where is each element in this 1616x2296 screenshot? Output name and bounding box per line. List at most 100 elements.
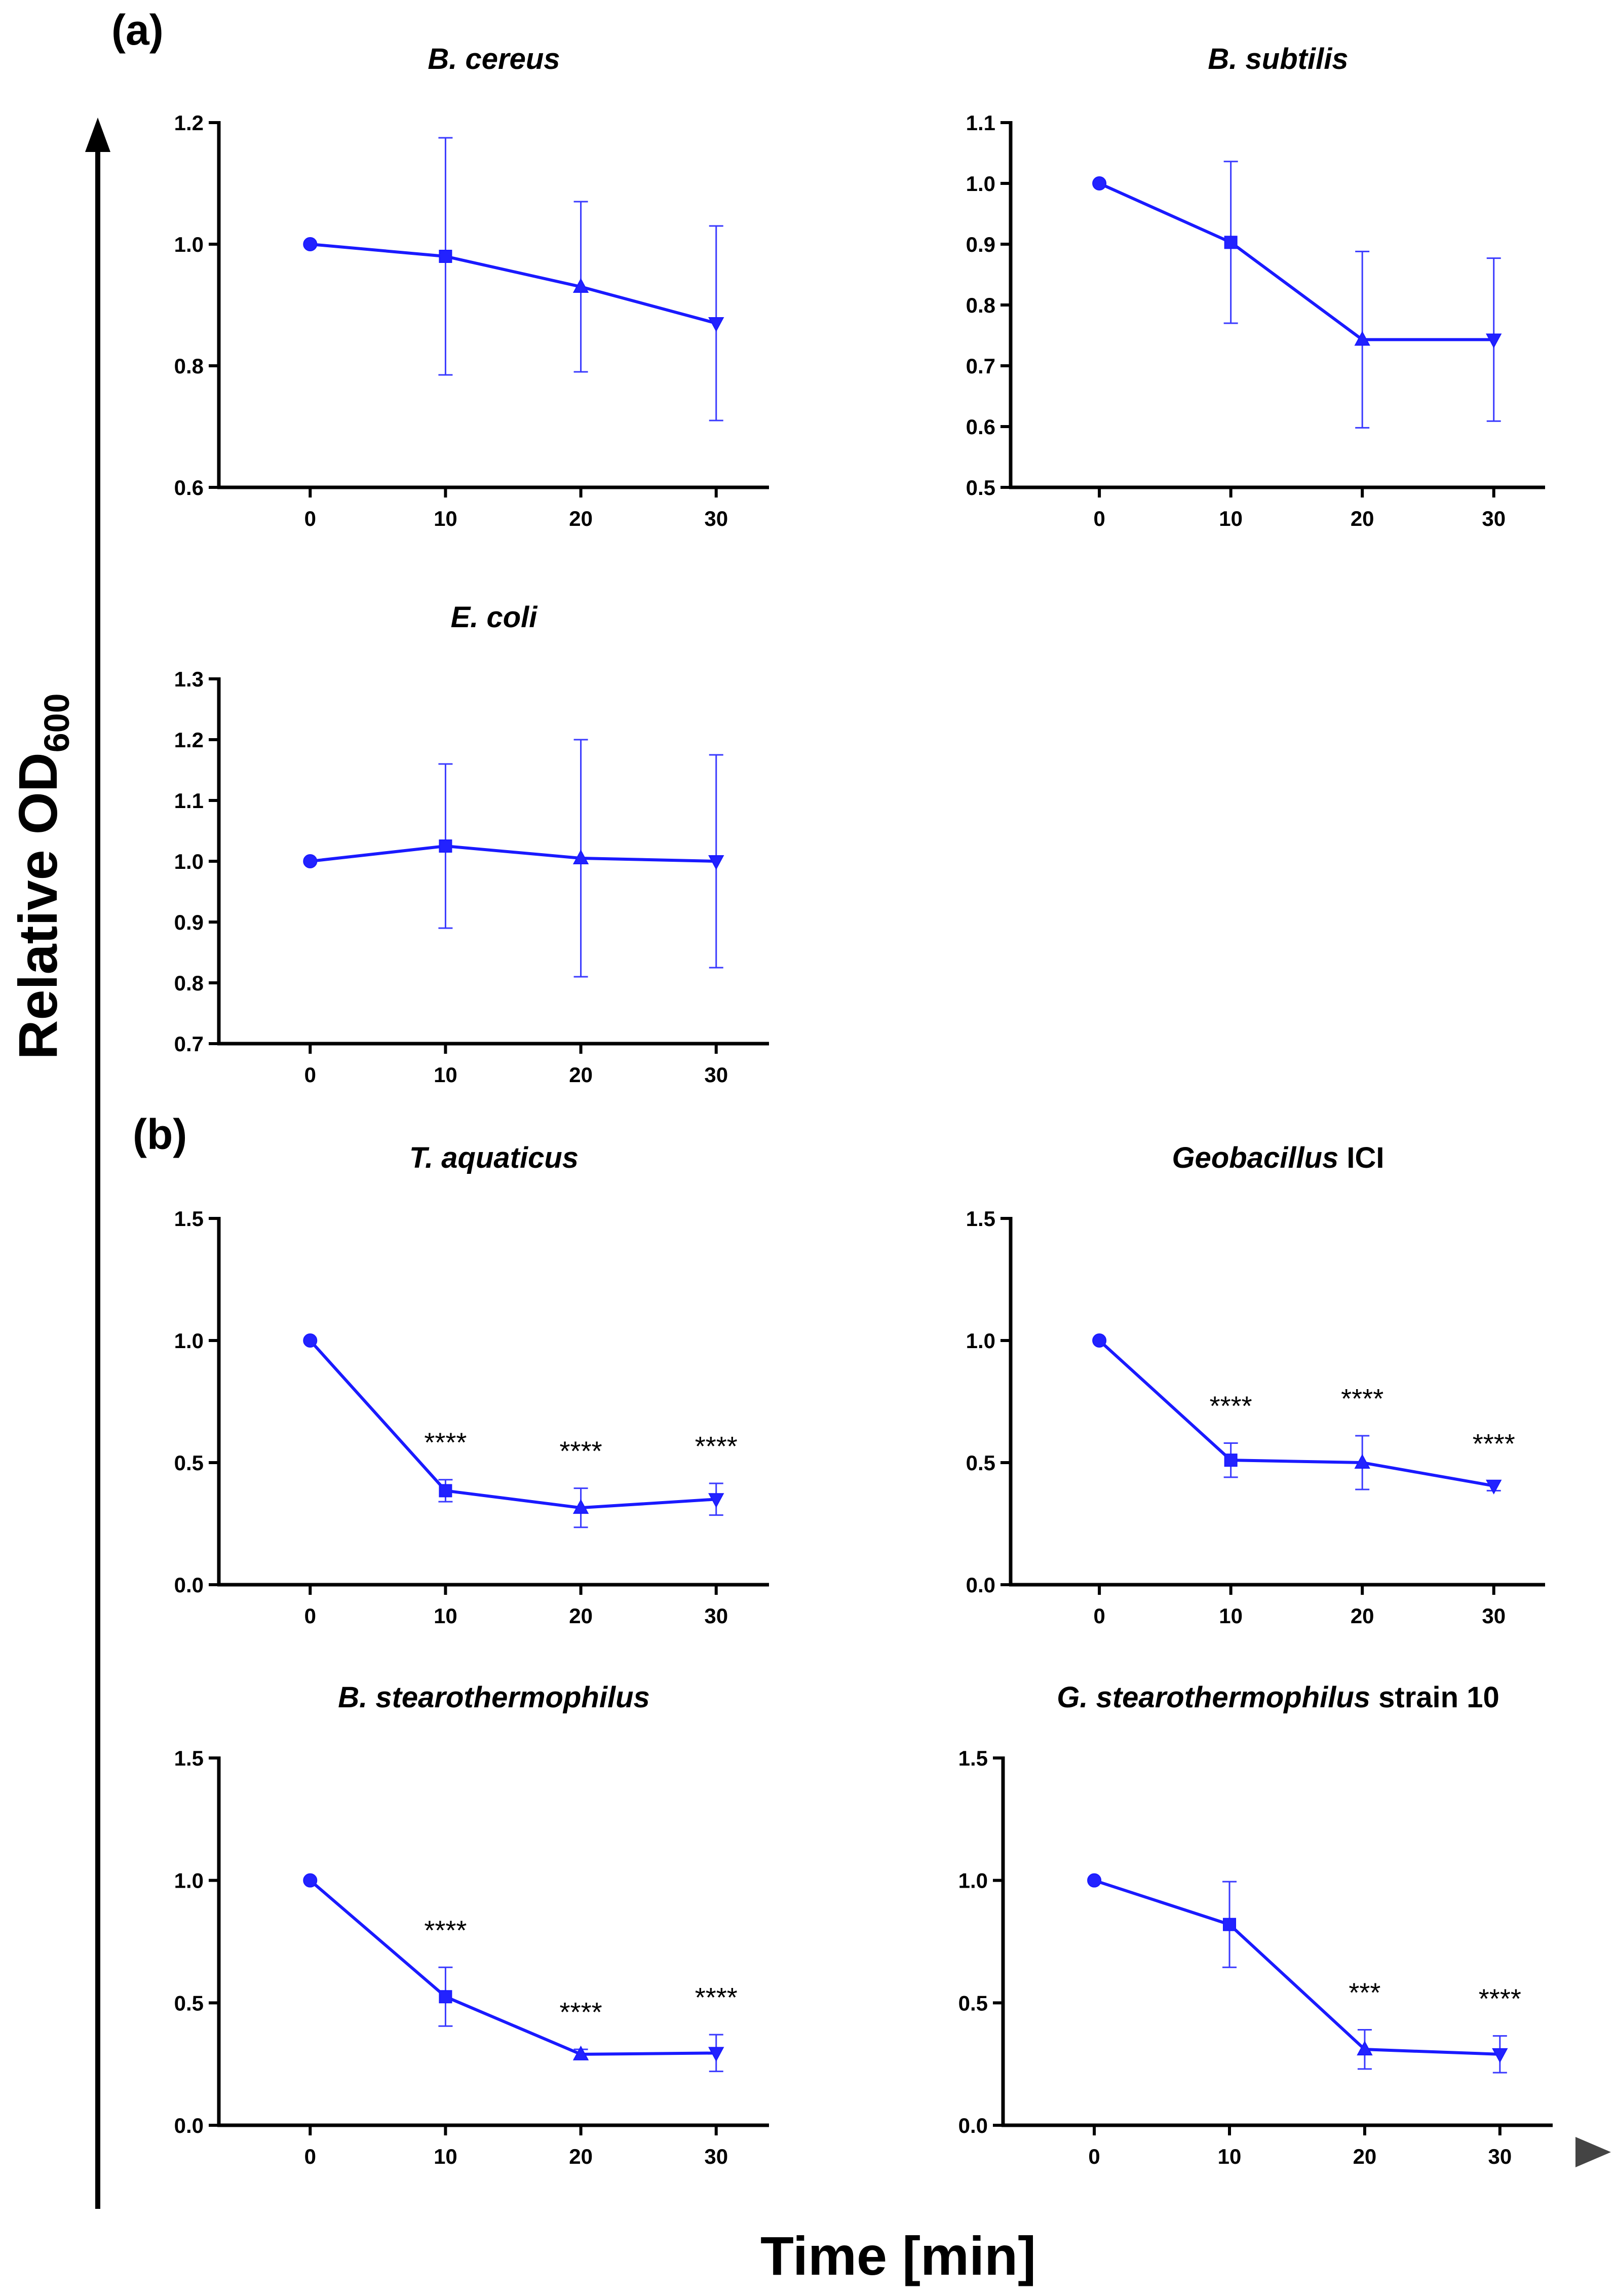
x-tick-label: 20 — [1353, 2145, 1377, 2168]
x-tick-label: 20 — [1351, 507, 1374, 530]
x-tick-label: 10 — [1219, 1604, 1243, 1628]
data-point-square — [439, 1990, 452, 2004]
chart-title-italic: B. subtilis — [1208, 43, 1348, 75]
series-line — [1098, 182, 1494, 341]
x-tick-label: 30 — [1488, 2145, 1512, 2168]
chart-title: B. cereus — [428, 43, 560, 75]
y-tick-label: 0.0 — [958, 2114, 988, 2137]
data-point-triangle-up — [1354, 1453, 1370, 1469]
data-point-square — [1223, 1918, 1237, 1931]
y-axis-title: Relative OD600 — [7, 693, 76, 1059]
data-point-square — [1224, 1453, 1238, 1467]
x-tick-label: 0 — [1093, 1604, 1105, 1628]
data-point-triangle-down — [1486, 1479, 1502, 1495]
y-tick-label: 0.7 — [966, 354, 995, 378]
chart-geobacillus-ici: Geobacillus ICI 0.0 0.5 1.0 1.5 0 10 20 30 **** **… — [966, 1141, 1545, 1628]
series-line — [310, 243, 717, 325]
data-point-circle — [303, 854, 318, 868]
x-tick-label: 0 — [304, 507, 316, 530]
x-tick-label: 30 — [704, 507, 728, 530]
panel-label-b: (b) — [133, 1111, 187, 1158]
significance-label: **** — [1473, 1429, 1515, 1459]
y-tick-label: 0.5 — [966, 1451, 995, 1475]
x-tick-label: 20 — [1351, 1604, 1374, 1628]
x-tick-label: 10 — [1219, 507, 1243, 530]
chart-b-subtilis: B. subtilis 0.5 0.6 0.7 0.8 0.9 1.0 1.1 0 10 20 30 — [966, 43, 1545, 530]
y-tick-label: 0.5 — [174, 1991, 204, 2015]
y-axis-title-main: Relative OD — [7, 752, 68, 1059]
y-tick-label: 1.1 — [966, 111, 995, 135]
series-line — [1094, 1879, 1500, 2056]
x-tick-label: 30 — [704, 1063, 728, 1087]
chart-title: T. aquaticus — [409, 1141, 579, 1174]
data-point-circle — [1092, 1333, 1107, 1348]
data-point-square — [439, 839, 452, 853]
y-tick-label: 0.0 — [174, 1573, 204, 1597]
y-tick-label: 0.8 — [966, 293, 995, 317]
y-tick-label: 0.0 — [174, 2114, 204, 2137]
x-tick-label: 30 — [704, 1604, 728, 1628]
chart-b-cereus: B. cereus 0.6 0.8 1.0 1.2 0 10 20 30 — [174, 43, 769, 530]
y-tick-label: 1.5 — [174, 1207, 204, 1231]
y-tick-label: 0.6 — [174, 476, 204, 500]
data-point-circle — [303, 1333, 318, 1348]
chart-title: B. stearothermophilus — [338, 1681, 650, 1714]
y-tick-label: 1.5 — [958, 1746, 988, 1770]
chart-b-stearothermophilus: B. stearothermophilus 0.0 0.5 1.0 1.5 0 10 20 30… — [174, 1681, 769, 2168]
significance-label: **** — [695, 1431, 738, 1462]
data-point-circle — [1087, 1873, 1102, 1888]
x-tick-label: 10 — [434, 507, 457, 530]
y-tick-label: 1.0 — [966, 1329, 995, 1353]
data-point-triangle-up — [572, 278, 589, 293]
x-tick-label: 0 — [304, 1604, 316, 1628]
data-point-triangle-down — [708, 1493, 724, 1508]
significance-label: **** — [560, 1997, 602, 2027]
significance-label: **** — [1210, 1391, 1252, 1421]
y-tick-label: 1.5 — [174, 1746, 204, 1770]
significance-label: *** — [1349, 1978, 1380, 2008]
series-line — [309, 1339, 716, 1510]
y-tick-label: 0.8 — [174, 354, 204, 378]
x-axis-arrow — [212, 2137, 1611, 2167]
chart-title-italic: T. aquaticus — [409, 1141, 579, 1174]
panel-label-a: (a) — [111, 6, 164, 54]
y-tick-label: 1.0 — [174, 850, 204, 873]
significance-label: **** — [1341, 1384, 1383, 1414]
data-point-triangle-up — [1354, 331, 1370, 346]
data-point-triangle-down — [1486, 333, 1502, 349]
data-point-triangle-down — [708, 855, 724, 870]
data-point-circle — [303, 1873, 318, 1888]
data-point-square — [439, 1484, 452, 1498]
significance-label: **** — [560, 1436, 602, 1467]
y-tick-label: 1.0 — [966, 172, 995, 196]
data-point-square — [439, 250, 452, 263]
y-tick-label: 0.8 — [174, 971, 204, 995]
y-tick-label: 0.7 — [174, 1032, 204, 1056]
data-point-circle — [1092, 176, 1107, 190]
x-tick-label: 10 — [434, 1604, 457, 1628]
y-axis-arrow — [85, 118, 110, 2209]
significance-label: **** — [424, 1428, 467, 1458]
significance-label: **** — [1479, 1984, 1521, 2014]
data-point-circle — [303, 237, 318, 251]
y-tick-label: 1.2 — [174, 111, 204, 135]
y-tick-label: 0.9 — [174, 910, 204, 934]
chart-title: Geobacillus ICI — [1172, 1141, 1384, 1174]
data-point-triangle-up — [572, 2045, 589, 2060]
y-tick-label: 0.0 — [966, 1573, 995, 1597]
x-tick-label: 0 — [304, 2145, 316, 2168]
series-line — [309, 1879, 716, 2056]
y-tick-label: 1.0 — [174, 1869, 204, 1893]
x-tick-label: 10 — [1218, 2145, 1242, 2168]
x-tick-label: 0 — [1093, 507, 1105, 530]
y-tick-label: 1.1 — [174, 789, 204, 813]
x-tick-label: 20 — [569, 507, 593, 530]
x-tick-label: 10 — [434, 1063, 457, 1087]
chart-title: B. subtilis — [1208, 43, 1348, 75]
x-tick-label: 10 — [434, 2145, 457, 2168]
chart-title: G. stearothermophilus strain 10 — [1057, 1681, 1499, 1714]
y-tick-label: 0.9 — [966, 233, 995, 256]
x-tick-label: 20 — [569, 1604, 593, 1628]
x-tick-label: 20 — [569, 2145, 593, 2168]
